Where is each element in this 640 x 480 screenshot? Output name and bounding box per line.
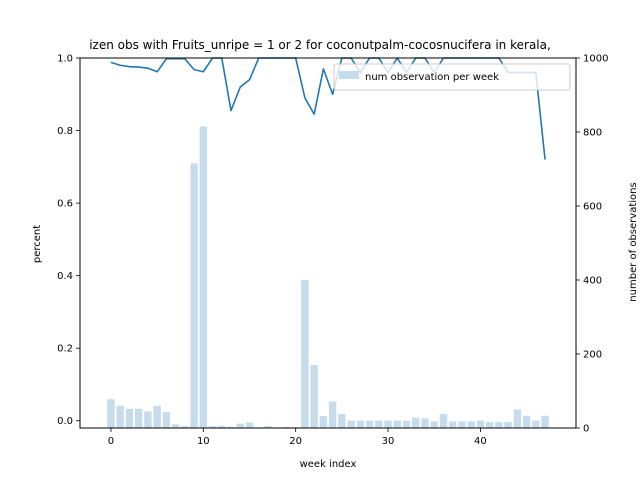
y-right-tick-label: 600 — [583, 202, 602, 213]
bar — [227, 426, 235, 428]
y-right-tick-label: 0 — [583, 424, 589, 435]
bar — [393, 420, 401, 428]
bar — [476, 420, 485, 428]
bar — [245, 422, 254, 428]
x-tick-label: 20 — [289, 436, 302, 447]
bar — [448, 421, 457, 428]
bar — [504, 422, 512, 428]
bar — [310, 365, 318, 428]
bar — [301, 280, 309, 428]
bar — [218, 425, 226, 428]
plot-frame — [79, 57, 577, 429]
bar — [365, 420, 374, 428]
bar — [208, 426, 217, 428]
bar — [430, 421, 438, 428]
bar — [125, 408, 134, 428]
x-axis: 0 10 20 30 40 — [108, 428, 487, 447]
bar — [134, 408, 143, 428]
bar — [162, 412, 171, 428]
y-axis-right-label: number of observations — [628, 182, 639, 301]
y-left-tick-label: 0.6 — [57, 199, 73, 210]
bar — [319, 416, 328, 428]
x-tick-label: 0 — [108, 436, 114, 447]
bar — [282, 426, 291, 428]
bar — [264, 426, 272, 428]
y-right-tick-label: 200 — [583, 350, 602, 361]
y-left-tick-label: 0.8 — [57, 126, 73, 137]
bar — [467, 421, 475, 428]
bar — [384, 420, 392, 428]
bar — [375, 420, 383, 428]
y-left-tick-label: 0.2 — [57, 344, 73, 355]
bar — [495, 422, 503, 428]
y-right-tick-label: 1000 — [583, 54, 608, 65]
bar — [338, 413, 346, 428]
x-tick-label: 40 — [474, 436, 487, 447]
bar — [513, 409, 522, 428]
legend-label: num observation per week — [365, 72, 499, 83]
x-tick-label: 30 — [382, 436, 395, 447]
bar — [522, 415, 531, 428]
chart-title: izen obs with Fruits_unripe = 1 or 2 for… — [89, 38, 551, 52]
bar — [181, 426, 189, 428]
y-right-tick-label: 800 — [583, 128, 602, 139]
bar — [116, 405, 124, 428]
bar — [144, 411, 152, 428]
y-axis-right: 0 200 400 600 800 1000 — [576, 54, 608, 435]
y-left-tick-label: 0.4 — [57, 271, 73, 282]
legend-swatch — [339, 71, 359, 79]
bar — [458, 421, 466, 428]
y-axis-left-label: percent — [32, 225, 43, 263]
y-left-tick-label: 1.0 — [57, 54, 73, 65]
bar — [485, 422, 494, 428]
bar — [412, 417, 420, 428]
bar — [171, 424, 180, 428]
bar — [199, 126, 208, 428]
bar — [439, 413, 448, 428]
bar — [190, 163, 198, 428]
y-right-tick-label: 400 — [583, 276, 602, 287]
x-axis-label: week index — [300, 459, 357, 470]
legend-box — [333, 63, 571, 91]
bar-series — [107, 126, 549, 428]
bar — [328, 401, 337, 428]
bar — [236, 423, 244, 428]
bar — [356, 420, 365, 428]
y-left-tick-label: 0.0 — [57, 416, 73, 427]
bar — [107, 399, 115, 428]
legend: num observation per week — [333, 63, 571, 91]
y-axis-left: 0.0 0.2 0.4 0.6 0.8 1.0 — [57, 54, 80, 427]
bar — [532, 420, 540, 428]
bar — [347, 420, 355, 428]
x-tick-label: 10 — [197, 436, 210, 447]
bar — [153, 405, 161, 428]
bar — [541, 415, 549, 428]
bar — [421, 418, 429, 428]
bar — [402, 420, 411, 428]
